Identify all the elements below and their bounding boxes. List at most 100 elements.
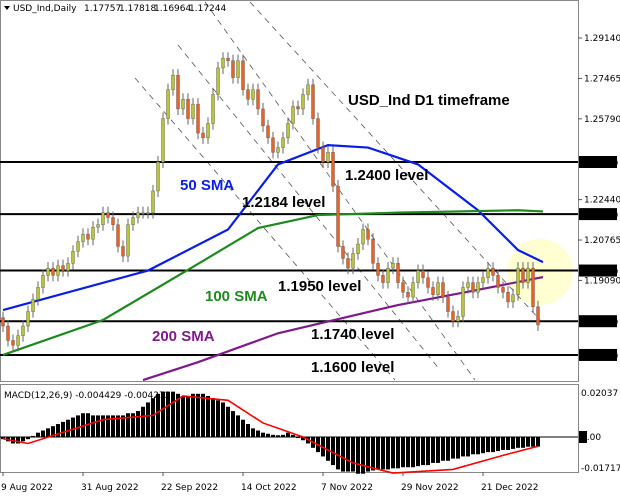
macd-histogram-bar	[521, 437, 525, 448]
macd-histogram-bar	[411, 437, 415, 468]
candle-body	[411, 282, 415, 298]
macd-histogram-bar	[506, 437, 510, 450]
macd-histogram-bar	[196, 393, 200, 437]
macd-histogram-bar	[371, 437, 375, 471]
macd-histogram-bar	[111, 415, 115, 437]
candle-body	[41, 275, 45, 288]
candle-body	[271, 137, 275, 153]
candle-body	[351, 253, 355, 269]
level-price-label: 1.21840	[581, 211, 618, 221]
candle-body	[536, 306, 540, 326]
y-tick-label: 1.19090	[584, 276, 620, 286]
macd-histogram-bar	[291, 434, 295, 437]
macd-histogram-bar	[396, 437, 400, 469]
candle-body	[181, 99, 185, 110]
candle-body	[281, 137, 285, 148]
level-price-label: 1.17400	[581, 318, 618, 328]
ohlc-open: 1.17757	[84, 4, 121, 14]
x-tick-label: 29 Nov 2022	[401, 483, 459, 493]
macd-histogram-bar	[446, 437, 450, 461]
candle-body	[251, 89, 255, 100]
timeframe-title: USD_Ind D1 timeframe	[348, 92, 510, 109]
macd-histogram-bar	[436, 437, 440, 463]
ohlc-low: 1.16964	[154, 4, 191, 14]
candle-body	[406, 292, 410, 298]
macd-y-tick-label: 0.00	[581, 433, 601, 443]
ohlc-high: 1.17818	[119, 4, 156, 14]
macd-title: MACD(12,26,9) -0.004429 -0.004272	[4, 391, 170, 401]
y-tick-label: 1.29140	[584, 34, 620, 44]
macd-histogram-bar	[511, 437, 515, 449]
candle-body	[516, 267, 520, 295]
macd-histogram-bar	[266, 433, 270, 437]
candle-body	[506, 292, 510, 303]
candle-body	[436, 282, 440, 295]
y-tick-label: 1.25790	[584, 115, 620, 125]
candle-body	[1, 317, 5, 327]
macd-histogram-bar	[481, 437, 485, 454]
macd-histogram-bar	[281, 434, 285, 437]
macd-histogram-bar	[126, 413, 130, 437]
macd-histogram-bar	[71, 417, 75, 437]
candle-body	[86, 234, 90, 240]
macd-histogram-bar	[46, 428, 50, 437]
candle-body	[151, 190, 155, 213]
sma200-label: 200 SMA	[152, 328, 215, 345]
macd-histogram-bar	[171, 391, 175, 437]
macd-histogram-bar	[221, 402, 225, 437]
macd-histogram-bar	[351, 437, 355, 472]
chart-frame	[0, 0, 579, 473]
candle-body	[431, 287, 435, 295]
macd-histogram-bar	[131, 413, 135, 437]
level-price-box	[579, 156, 617, 168]
x-tick-label: 14 Oct 2022	[241, 483, 297, 493]
candle-body	[71, 251, 75, 264]
sma100-label: 100 SMA	[205, 288, 268, 305]
candle-body	[321, 147, 325, 163]
candle-body	[366, 229, 370, 240]
candle-body	[486, 267, 490, 278]
macd-histogram-bar	[431, 437, 435, 463]
macd-histogram-bar	[146, 402, 150, 437]
macd-histogram-bar	[16, 437, 20, 444]
macd-histogram-bar	[206, 395, 210, 437]
macd-histogram-bar	[276, 435, 280, 437]
macd-histogram-bar	[456, 437, 460, 459]
macd-histogram-bar	[271, 434, 275, 437]
candle-body	[531, 267, 535, 307]
level-price-box	[579, 264, 617, 277]
candle-body	[421, 270, 425, 278]
macd-histogram-bar	[201, 393, 205, 437]
candle-body	[6, 325, 10, 341]
candle-body	[331, 152, 335, 187]
candle-body	[231, 60, 235, 78]
candle-body	[76, 241, 80, 252]
candle-body	[171, 74, 175, 90]
candle-body	[131, 217, 135, 225]
candle-body	[31, 299, 35, 312]
candle-body	[136, 212, 140, 218]
macd-histogram-bar	[76, 415, 80, 437]
candle-body	[196, 103, 200, 134]
candle-body	[241, 60, 245, 90]
macd-histogram-bar	[341, 437, 345, 472]
candle-body	[221, 58, 225, 69]
macd-histogram-bar	[426, 437, 430, 466]
macd-histogram-bar	[116, 415, 120, 437]
candle-body	[386, 267, 390, 283]
candle-body	[126, 224, 130, 257]
macd-histogram-bar	[246, 424, 250, 437]
level-label-1-2184: 1.2184 level	[242, 194, 325, 211]
candle-body	[301, 94, 305, 110]
macd-histogram-bar	[296, 437, 300, 439]
candle-body	[116, 224, 120, 247]
macd-histogram-bar	[361, 437, 365, 474]
symbol-label: USD_Ind,Daily	[13, 4, 77, 14]
candle-body	[476, 282, 480, 293]
dropdown-triangle-icon[interactable]	[4, 6, 10, 10]
ohlc-close: 1.17244	[189, 4, 226, 14]
macd-histogram-bar	[326, 437, 330, 461]
candle-body	[416, 270, 420, 283]
macd-histogram-bar	[101, 415, 105, 437]
macd-histogram-bar	[121, 415, 125, 437]
